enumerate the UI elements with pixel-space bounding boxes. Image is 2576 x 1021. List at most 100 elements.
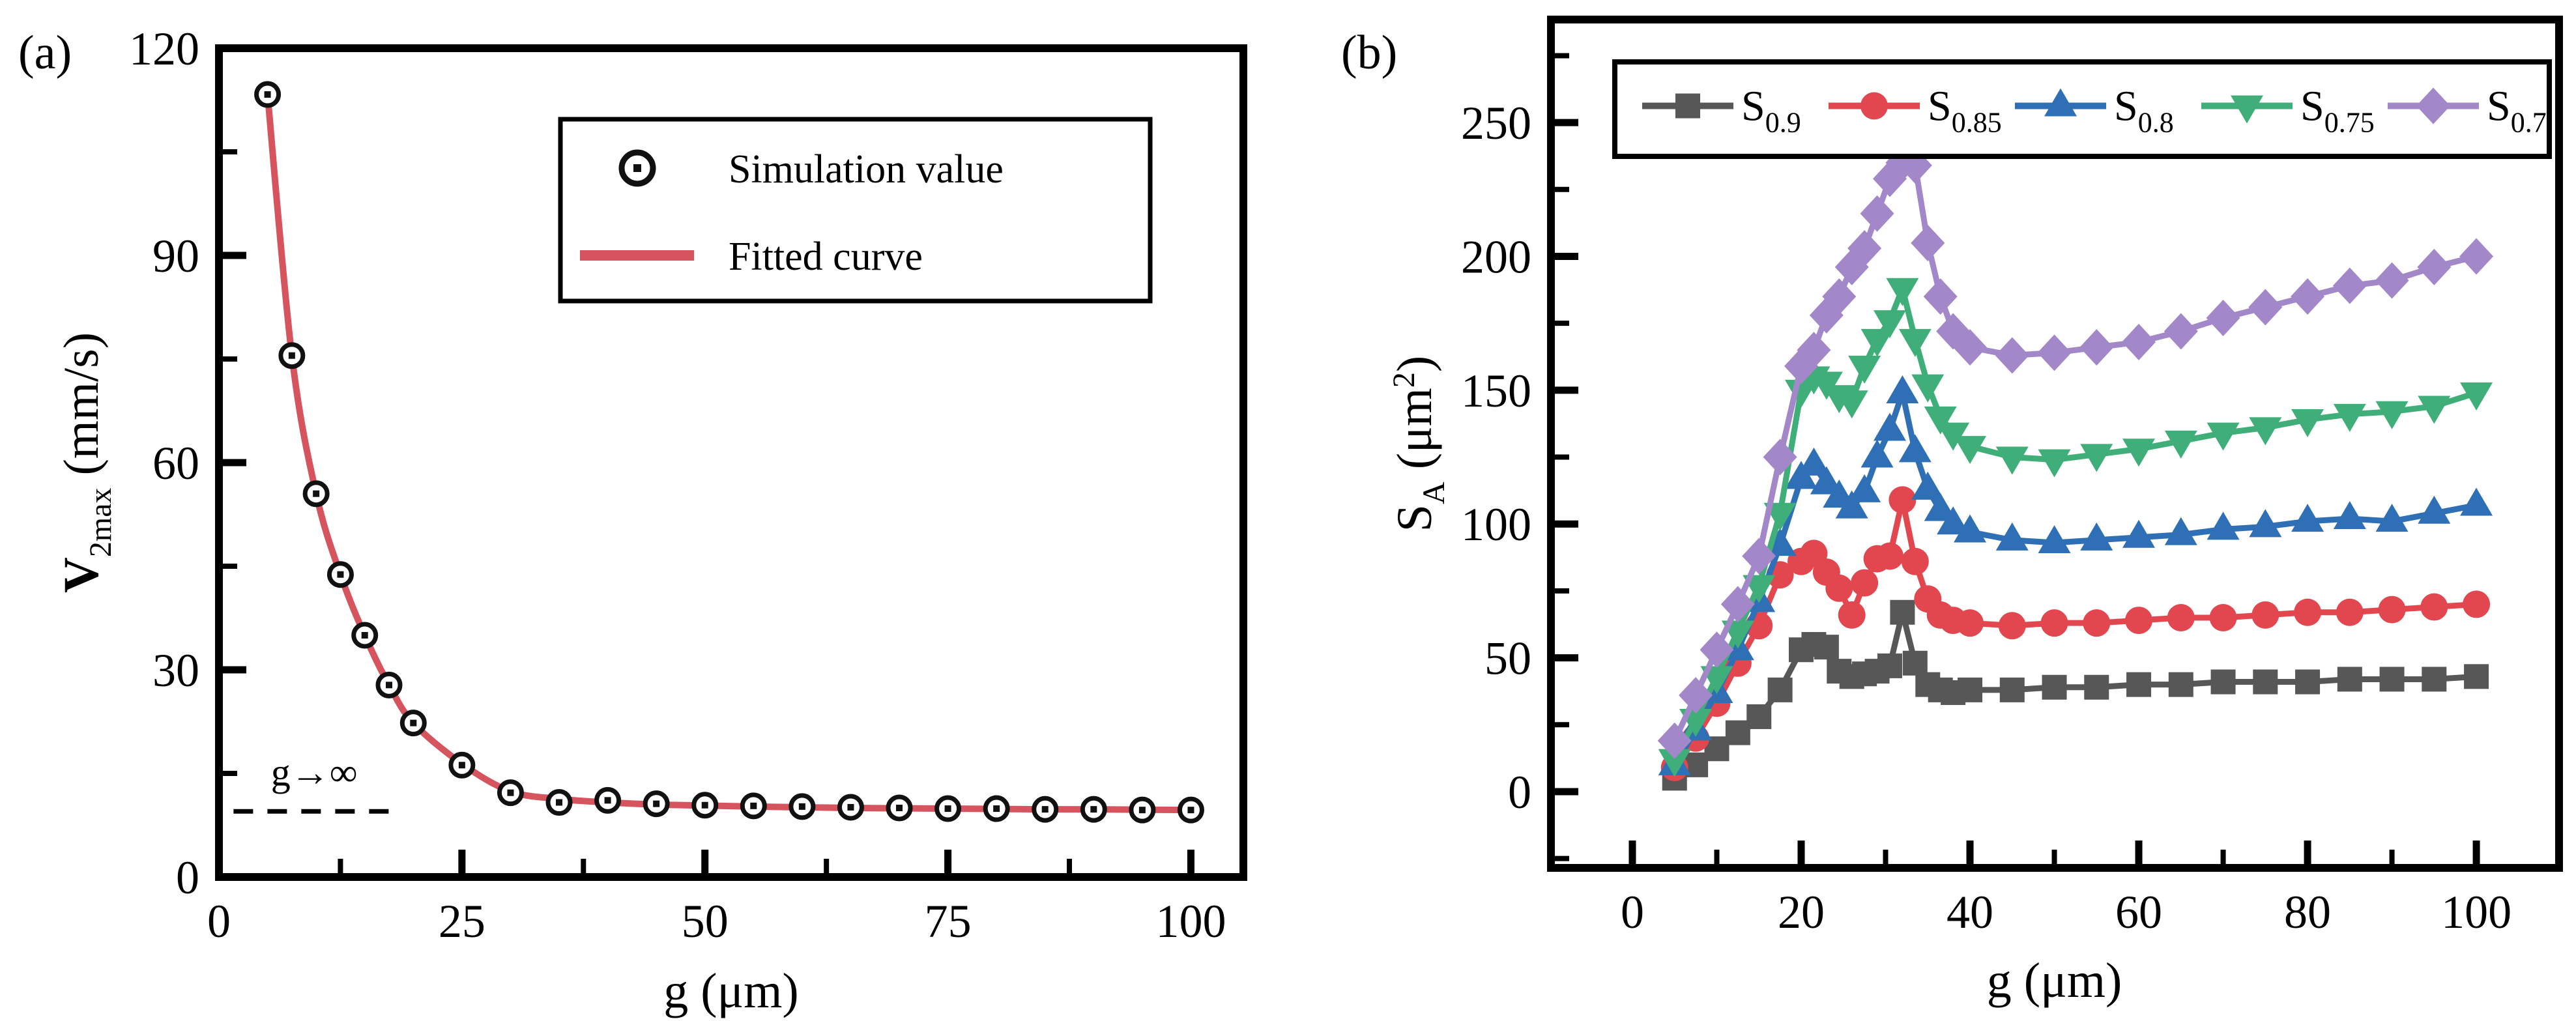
marker-center-dot <box>750 802 757 809</box>
marker-center-dot <box>264 91 271 98</box>
x-tick-label: 75 <box>925 895 972 947</box>
x-tick-label: 20 <box>1778 886 1825 938</box>
marker-triangle-down <box>2231 95 2263 124</box>
axes-frame <box>1547 16 2563 872</box>
marker-center-dot <box>896 805 903 811</box>
marker-diamond <box>1923 278 1958 315</box>
marker-triangle-up <box>2080 522 2113 551</box>
marker-center-dot <box>1041 806 1049 813</box>
marker-circle <box>1901 547 1929 575</box>
marker-center-dot <box>361 632 368 639</box>
legend-label-S08: S0.8 <box>2114 83 2174 139</box>
legend-label-S07: S0.7 <box>2487 83 2547 139</box>
marker-triangle-up <box>1797 447 1831 476</box>
marker-triangle-down <box>1835 390 1868 419</box>
marker-square <box>2337 667 2362 692</box>
marker-diamond <box>1720 586 1755 623</box>
marker-triangle-up <box>1911 471 1945 500</box>
marker-triangle-up <box>1937 506 1970 535</box>
marker-center-dot <box>288 352 295 359</box>
marker-square <box>1767 677 1793 702</box>
marker-triangle-down <box>1873 310 1906 339</box>
marker-triangle-down <box>1995 446 2029 475</box>
marker-square <box>1746 704 1772 729</box>
y-tick-label: 60 <box>152 437 199 489</box>
marker-diamond <box>1847 230 1882 267</box>
x-tick-label: 60 <box>2115 886 2162 938</box>
marker-square <box>2042 674 2067 700</box>
marker-diamond <box>2037 334 2072 371</box>
marker-square <box>2422 667 2447 692</box>
marker-circle <box>1956 609 1984 637</box>
marker-diamond <box>1822 278 1857 315</box>
marker-center-dot <box>798 803 805 810</box>
marker-center-dot <box>701 801 708 809</box>
marker-center-dot <box>410 719 417 726</box>
x-tick-label: 25 <box>439 895 485 947</box>
x-tick-label: 40 <box>1946 886 1993 938</box>
marker-triangle-up <box>2460 487 2493 516</box>
x-tick-label: 100 <box>1155 895 1226 947</box>
marker-circle <box>1838 601 1866 629</box>
marker-diamond <box>2332 267 2367 304</box>
marker-triangle-down <box>1848 355 1881 384</box>
y-tick-label: 100 <box>1461 498 1531 551</box>
marker-triangle-down <box>1763 502 1797 531</box>
marker-circle <box>2125 607 2153 635</box>
marker-circle <box>1860 92 1888 120</box>
marker-diamond <box>2417 248 2452 285</box>
y-tick-label: 150 <box>1461 365 1531 417</box>
marker-square <box>1958 677 1983 702</box>
marker-center-dot <box>847 803 854 811</box>
marker-square <box>2084 674 2109 700</box>
y-tick-label: 50 <box>1484 633 1531 685</box>
marker-triangle-down <box>2460 382 2493 410</box>
marker-triangle-up <box>2207 511 2240 540</box>
marker-triangle-down <box>2122 439 2156 467</box>
marker-diamond <box>2079 329 2114 366</box>
marker-center-dot <box>556 799 563 806</box>
marker-diamond <box>2122 323 2156 360</box>
marker-triangle-down <box>1743 575 1776 603</box>
y-tick-label: 120 <box>129 23 199 75</box>
marker-square <box>2464 664 2489 689</box>
marker-triangle-up <box>1886 375 1919 403</box>
marker-center-dot <box>1090 806 1097 813</box>
marker-square <box>1675 93 1700 119</box>
marker-center-dot <box>337 571 344 578</box>
y-tick-label: 0 <box>176 852 199 904</box>
marker-triangle-up <box>1873 412 1906 441</box>
marker-square <box>2295 669 2321 695</box>
marker-triangle-up <box>2164 517 2197 545</box>
panel-b-label: (b) <box>1341 26 1397 79</box>
x-tick-label: 50 <box>682 895 729 947</box>
marker-center-dot <box>604 797 611 804</box>
marker-triangle-up <box>1810 466 1843 495</box>
x-tick-label: 80 <box>2284 886 2331 938</box>
marker-triangle-down <box>2164 430 2197 459</box>
marker-circle <box>2167 603 2195 631</box>
marker-square <box>2210 669 2236 695</box>
marker-triangle-up <box>2333 501 2366 530</box>
y-tick-label: 90 <box>152 230 199 282</box>
marker-square <box>2379 667 2405 692</box>
legend-label-S075: S0.75 <box>2300 83 2375 139</box>
marker-circle <box>1998 612 2026 640</box>
marker-center-dot <box>1138 807 1146 814</box>
marker-triangle-up <box>1848 474 1881 502</box>
marker-circle <box>1825 574 1853 602</box>
marker-triangle-down <box>2249 417 2282 446</box>
marker-square <box>1814 635 1839 660</box>
series-line-S09 <box>1673 609 2477 781</box>
marker-triangle-up <box>2122 519 2156 548</box>
panel-a-label: (a) <box>18 26 72 79</box>
x-tick-label: 100 <box>2441 886 2511 938</box>
marker-square <box>1877 653 1902 678</box>
legend-label-S085: S0.85 <box>1928 83 2002 139</box>
x-tick-label: 0 <box>207 895 231 947</box>
marker-triangle-up <box>2291 504 2324 532</box>
marker-triangle-down <box>2418 395 2451 424</box>
marker-diamond <box>1860 195 1894 232</box>
y-tick-label: 200 <box>1461 231 1531 283</box>
